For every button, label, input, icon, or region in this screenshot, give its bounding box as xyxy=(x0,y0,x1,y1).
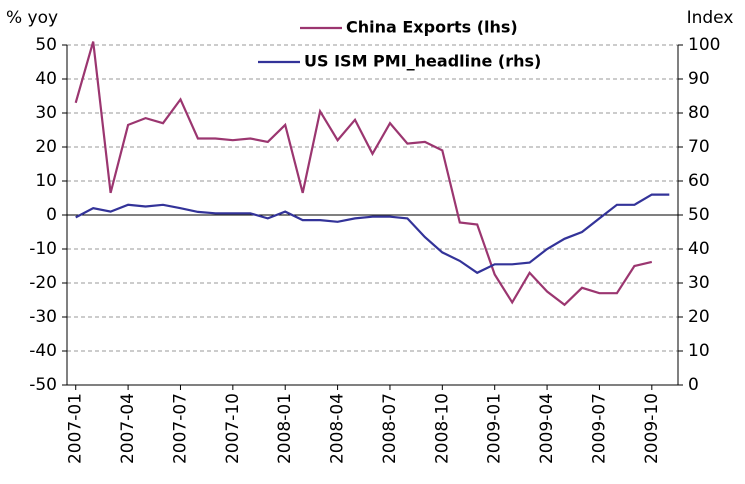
x-tick-label: 2008-04 xyxy=(328,393,348,464)
x-tick-label: 2007-10 xyxy=(223,393,243,464)
y-tick-label: -40 xyxy=(29,341,57,361)
y2-tick-label: 20 xyxy=(688,307,710,327)
y2-tick-label: 60 xyxy=(688,171,710,191)
x-tick-label: 2009-04 xyxy=(537,393,557,464)
y2-tick-label: 10 xyxy=(688,341,710,361)
y2-tick-label: 90 xyxy=(688,69,710,89)
y-tick-label: 20 xyxy=(35,137,57,157)
x-tick-label: 2008-07 xyxy=(380,393,400,464)
y2-axis-label: Index xyxy=(687,8,734,28)
y-tick-label: 30 xyxy=(35,103,57,123)
x-tick-label: 2007-01 xyxy=(66,393,86,464)
y2-tick-label: 100 xyxy=(688,35,720,55)
y2-tick-label: 40 xyxy=(688,239,710,259)
x-tick-label: 2009-10 xyxy=(642,393,662,464)
legend-text: US ISM PMI_headline (rhs) xyxy=(304,52,541,71)
series-line xyxy=(75,193,670,275)
series-line xyxy=(74,41,653,307)
y-tick-label: -10 xyxy=(29,239,57,259)
y-tick-label: -50 xyxy=(29,375,57,395)
x-tick-label: 2009-07 xyxy=(589,393,609,464)
y2-tick-label: 50 xyxy=(688,205,710,225)
y2-tick-label: 30 xyxy=(688,273,710,293)
x-tick-label: 2009-01 xyxy=(485,393,505,464)
y2-tick-label: 70 xyxy=(688,137,710,157)
x-tick-label: 2007-07 xyxy=(170,393,190,464)
y-tick-label: 0 xyxy=(46,205,57,225)
y-axis-label: % yoy xyxy=(6,8,58,28)
x-tick-label: 2008-10 xyxy=(432,393,452,464)
y-tick-label: -20 xyxy=(29,273,57,293)
y2-tick-label: 0 xyxy=(688,375,699,395)
y2-tick-label: 80 xyxy=(688,103,710,123)
legend-text: China Exports (lhs) xyxy=(346,18,518,37)
y-tick-label: 50 xyxy=(35,35,57,55)
x-tick-label: 2008-01 xyxy=(275,393,295,464)
y-tick-label: 40 xyxy=(35,69,57,89)
y-tick-label: 10 xyxy=(35,171,57,191)
x-tick-label: 2007-04 xyxy=(118,393,138,464)
y-tick-label: -30 xyxy=(29,307,57,327)
